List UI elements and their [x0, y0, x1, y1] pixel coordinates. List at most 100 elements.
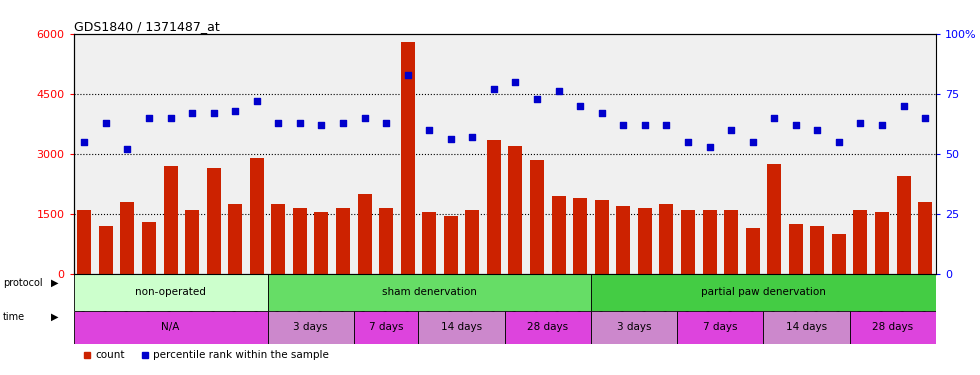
Point: [723, 127, 739, 133]
Text: time: time: [3, 312, 25, 322]
Bar: [810, 226, 824, 274]
Bar: [850, 311, 936, 344]
Bar: [595, 200, 609, 274]
Bar: [509, 146, 522, 274]
Bar: [681, 210, 695, 274]
Bar: [444, 216, 458, 274]
Bar: [99, 226, 113, 274]
Point: [443, 136, 459, 142]
Text: 3 days: 3 days: [616, 322, 652, 332]
Text: protocol: protocol: [3, 278, 42, 288]
Text: 14 days: 14 days: [786, 322, 827, 332]
Bar: [268, 311, 354, 344]
Bar: [487, 140, 501, 274]
Point: [335, 120, 351, 126]
Point: [572, 103, 588, 109]
Point: [378, 120, 394, 126]
Bar: [530, 160, 544, 274]
Point: [529, 96, 545, 102]
Bar: [401, 42, 415, 274]
Bar: [74, 311, 268, 344]
Point: [508, 79, 523, 85]
Point: [702, 144, 717, 150]
Bar: [228, 204, 242, 274]
Point: [788, 122, 804, 128]
Point: [896, 103, 911, 109]
Text: 14 days: 14 days: [441, 322, 482, 332]
Bar: [703, 210, 716, 274]
Bar: [271, 204, 285, 274]
Bar: [293, 208, 307, 274]
Text: sham denervation: sham denervation: [382, 287, 476, 297]
Point: [615, 122, 631, 128]
Bar: [379, 208, 393, 274]
Point: [853, 120, 868, 126]
Text: partial paw denervation: partial paw denervation: [701, 287, 826, 297]
Point: [831, 139, 847, 145]
Point: [551, 88, 566, 94]
Bar: [789, 224, 803, 274]
Bar: [591, 311, 677, 344]
Point: [680, 139, 696, 145]
Bar: [897, 176, 910, 274]
Point: [486, 86, 502, 92]
Text: 28 days: 28 days: [527, 322, 568, 332]
Point: [76, 139, 92, 145]
Bar: [466, 210, 479, 274]
Bar: [207, 168, 220, 274]
Bar: [354, 311, 418, 344]
Bar: [616, 206, 630, 274]
Bar: [422, 212, 436, 274]
Bar: [591, 274, 936, 311]
Point: [206, 110, 221, 116]
Point: [184, 110, 200, 116]
Bar: [875, 212, 889, 274]
Point: [357, 115, 372, 121]
Bar: [358, 194, 371, 274]
Text: GDS1840 / 1371487_at: GDS1840 / 1371487_at: [74, 20, 220, 33]
Bar: [573, 198, 587, 274]
Point: [637, 122, 653, 128]
Point: [120, 146, 135, 152]
Point: [659, 122, 674, 128]
Point: [421, 127, 437, 133]
Point: [270, 120, 286, 126]
Text: ▶: ▶: [51, 312, 59, 322]
Text: non-operated: non-operated: [135, 287, 206, 297]
Bar: [832, 234, 846, 274]
Bar: [121, 202, 134, 274]
Point: [163, 115, 178, 121]
Bar: [724, 210, 738, 274]
Point: [292, 120, 308, 126]
Legend: count, percentile rank within the sample: count, percentile rank within the sample: [78, 346, 333, 364]
Bar: [677, 311, 763, 344]
Bar: [250, 158, 264, 274]
Bar: [505, 311, 591, 344]
Text: 7 days: 7 days: [368, 322, 404, 332]
Point: [465, 134, 480, 140]
Bar: [74, 274, 268, 311]
Bar: [315, 212, 328, 274]
Point: [141, 115, 157, 121]
Bar: [746, 228, 760, 274]
Point: [98, 120, 114, 126]
Bar: [185, 210, 199, 274]
Bar: [77, 210, 91, 274]
Bar: [142, 222, 156, 274]
Text: 28 days: 28 days: [872, 322, 913, 332]
Bar: [164, 166, 177, 274]
Bar: [336, 208, 350, 274]
Bar: [918, 202, 932, 274]
Bar: [660, 204, 673, 274]
Bar: [767, 164, 781, 274]
Point: [249, 98, 265, 104]
Point: [917, 115, 933, 121]
Point: [594, 110, 610, 116]
Bar: [552, 196, 565, 274]
Text: 3 days: 3 days: [293, 322, 328, 332]
Bar: [854, 210, 867, 274]
Point: [314, 122, 329, 128]
Bar: [268, 274, 591, 311]
Text: 7 days: 7 days: [703, 322, 738, 332]
Bar: [418, 311, 505, 344]
